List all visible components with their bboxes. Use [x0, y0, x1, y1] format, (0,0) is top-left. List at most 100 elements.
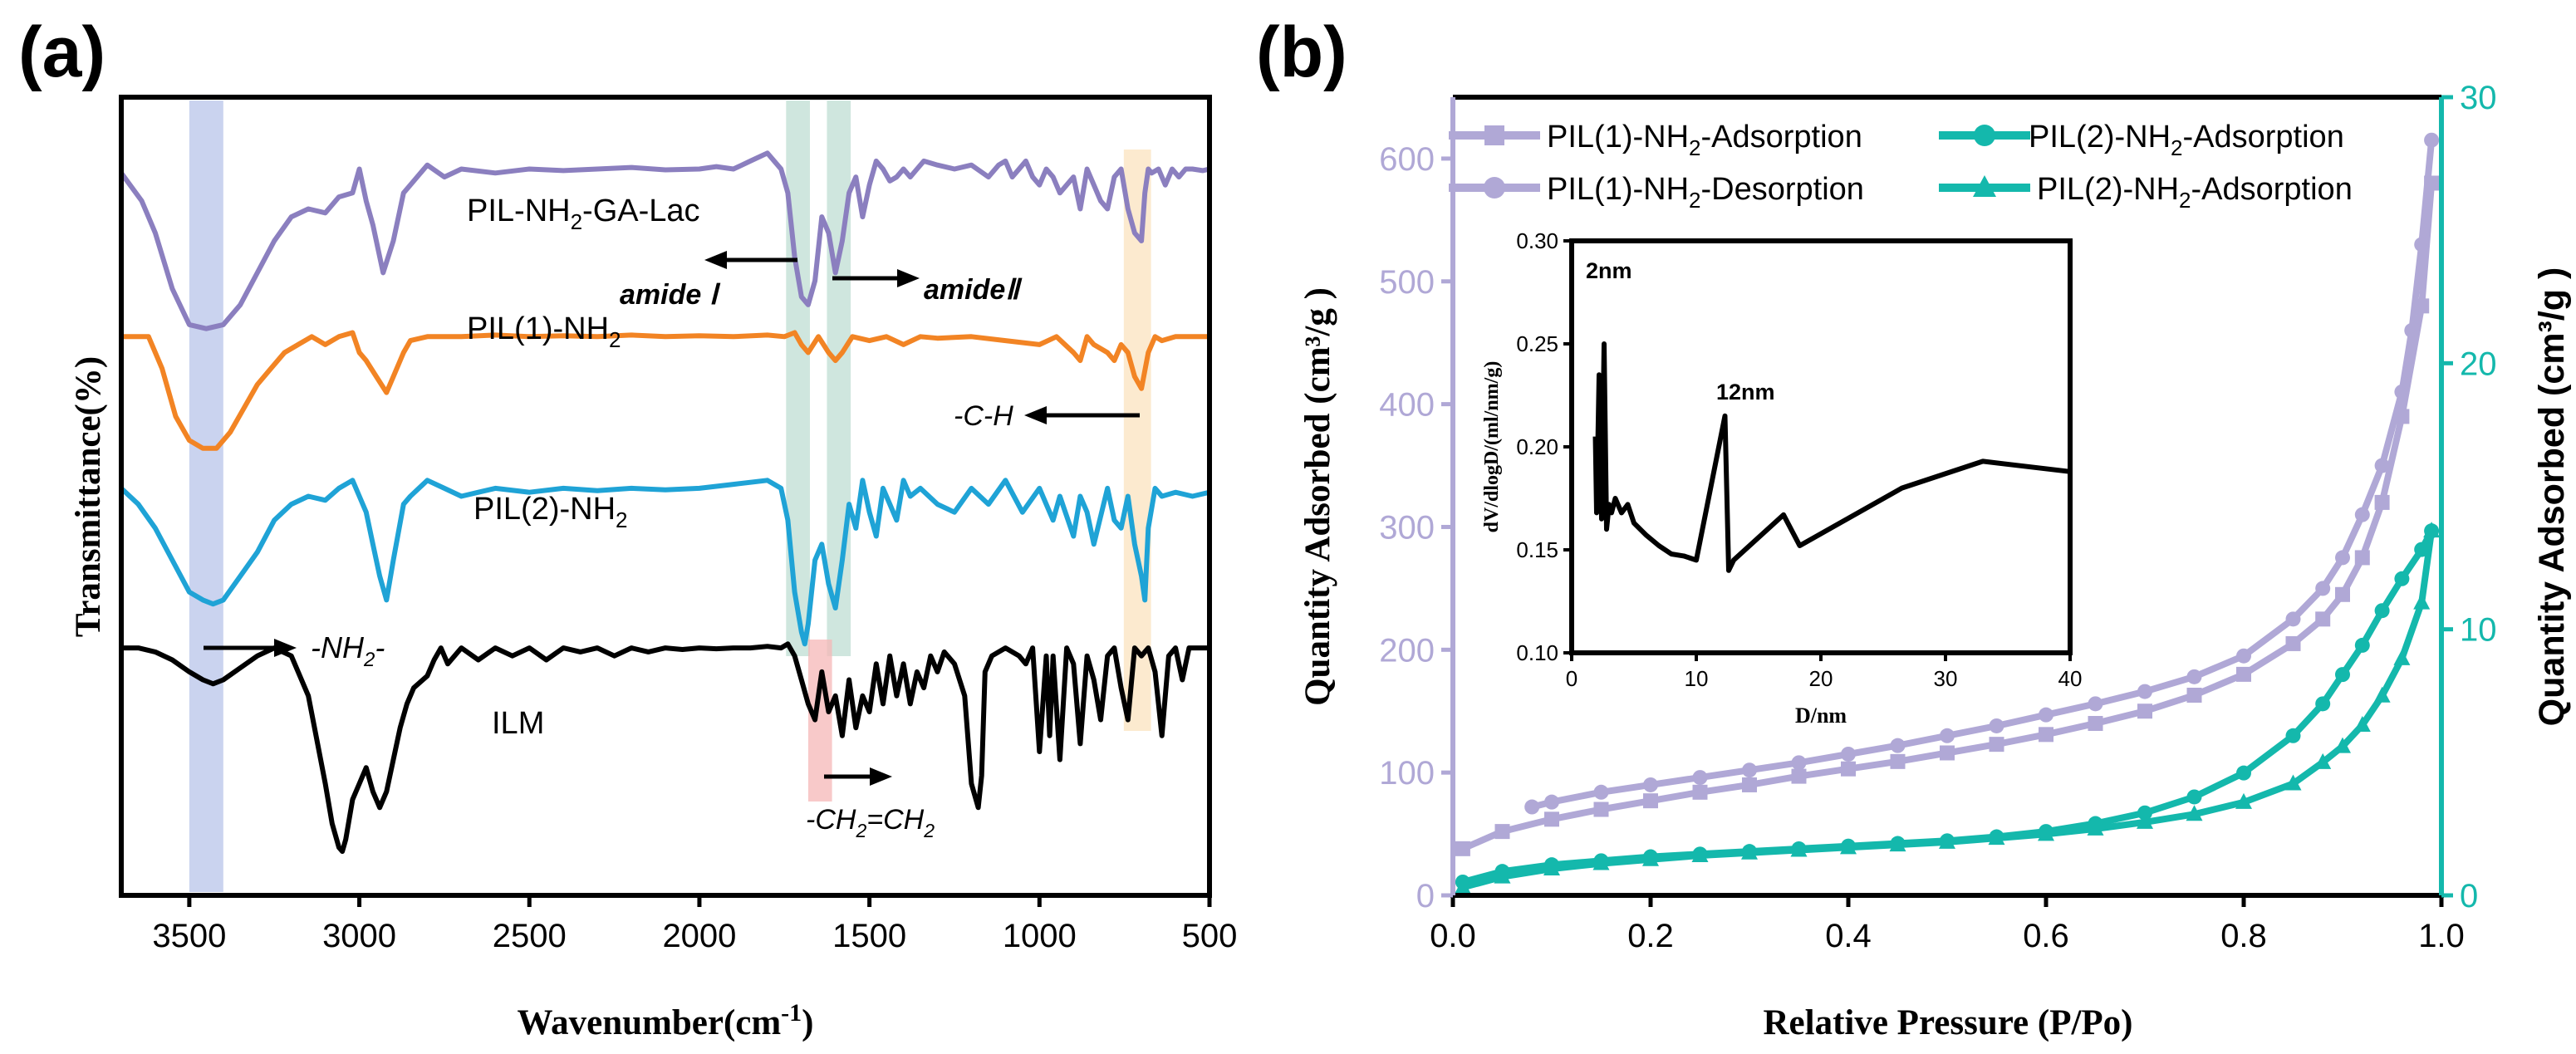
panel-a: (a) 3500 3000 2500 2000 1500 1000 500 Wavenumb… — [18, 12, 1237, 1042]
x-tick-label: 2000 — [662, 918, 736, 954]
data-point — [2414, 237, 2430, 252]
inset-x-tick-label: 30 — [1934, 666, 1958, 691]
data-point — [2315, 611, 2331, 627]
data-point — [2039, 707, 2053, 723]
data-point — [2335, 550, 2350, 566]
x-tick-label: 0.4 — [1825, 918, 1872, 954]
annotation-arrows — [204, 251, 1140, 786]
data-point — [1890, 738, 1906, 753]
x-tick-label: 3000 — [322, 918, 396, 954]
series-label-pil-ga-lac: PIL-NH2-GA-Lac — [467, 194, 700, 234]
inset-pore-curve — [1592, 341, 2071, 573]
y-tick-label-right: 0 — [2460, 878, 2478, 914]
data-point — [1889, 836, 1906, 852]
data-point — [1840, 838, 1857, 855]
amide2-arrowhead — [897, 269, 920, 287]
data-point — [2335, 667, 2350, 683]
inset-pore-distribution: 0 10 20 30 40 0.10 0.15 0.20 0.25 0.30 D/nm dV/dl… — [1481, 228, 2082, 728]
plot-a-frame — [119, 95, 1212, 898]
legend-label: PIL(2)-NH2-Adsorption — [2037, 172, 2353, 213]
x-tick-label: 2500 — [493, 918, 567, 954]
data-point — [2334, 737, 2351, 753]
data-point — [1691, 846, 1709, 862]
data-point — [2137, 805, 2152, 821]
legend-marker-circle — [1974, 125, 1995, 146]
data-point — [1544, 794, 1559, 810]
annotation-nh2: -NH2- — [311, 630, 385, 671]
inset-x-tick-label: 40 — [2058, 666, 2083, 691]
spectrum-ilm — [121, 641, 1209, 855]
ftir-spectra — [119, 150, 1210, 855]
y-tick-label-right: 20 — [2460, 346, 2497, 382]
x-axis-ticks-b: 0.0 0.2 0.4 0.6 0.8 1.0 — [1430, 895, 2465, 954]
data-point — [1494, 824, 1510, 840]
data-point — [1593, 802, 1609, 817]
data-point — [1592, 854, 1610, 870]
data-point — [1593, 784, 1609, 800]
legend-item-pil1-adsorption: PIL(1)-NH2-Adsorption — [1449, 120, 1862, 160]
spectrum-pil-nh2-ga-lac — [119, 150, 1210, 331]
data-point — [2236, 648, 2251, 664]
legend-label: PIL(1)-NH2-Desorption — [1547, 172, 1864, 213]
data-point — [2374, 603, 2390, 619]
data-point — [1692, 784, 1708, 800]
data-point — [2354, 550, 2370, 566]
data-point — [2354, 637, 2370, 653]
data-point — [1741, 843, 1758, 860]
legend-marker-triangle — [1973, 175, 1996, 197]
spectrum-pil-1-nh2 — [121, 330, 1209, 451]
absorption-band — [786, 100, 810, 656]
x-tick-label: 1000 — [1003, 918, 1077, 954]
x-tick-label: 0.6 — [2023, 918, 2069, 954]
data-point — [2137, 703, 2152, 719]
series-label-pil1-nh2: PIL(1)-NH2 — [467, 311, 621, 352]
x-axis-label-a: Wavenumber(cm-1) — [518, 999, 814, 1042]
absorption-band — [1123, 150, 1151, 731]
x-tick-label: 1.0 — [2418, 918, 2465, 954]
data-point — [2137, 684, 2152, 699]
left-y-ticks-b: 0 100 200 300 400 500 600 — [1379, 141, 1453, 914]
data-point — [1454, 878, 1471, 895]
data-point — [2284, 774, 2302, 791]
legend-marker-circle — [1484, 177, 1505, 199]
amide1-arrowhead — [704, 251, 727, 269]
inset-y-label: dV/dlogD/(ml/nm/g) — [1481, 361, 1503, 533]
data-point — [1642, 850, 1659, 866]
x-axis-label-b: Relative Pressure (P/Po) — [1764, 1003, 2133, 1042]
y-tick-label-left: 600 — [1379, 141, 1435, 178]
data-point — [2235, 792, 2252, 809]
data-point — [2039, 727, 2053, 743]
y-tick-label-left: 100 — [1379, 755, 1435, 792]
x-tick-label: 3500 — [152, 918, 226, 954]
data-point — [2186, 688, 2202, 703]
x-tick-label: 0.0 — [1430, 918, 1476, 954]
data-point — [1939, 832, 1955, 849]
data-point — [2354, 507, 2370, 522]
x-tick-label: 0.2 — [1627, 918, 1674, 954]
data-point — [1494, 867, 1511, 884]
data-point — [2394, 571, 2410, 586]
data-point — [1841, 761, 1856, 777]
data-point — [2374, 494, 2390, 510]
data-point — [2424, 132, 2440, 148]
data-point — [1940, 745, 1955, 761]
data-point — [2315, 581, 2331, 596]
y-axis-label-b-left: Quantity Adsorbed (cm³/g ) — [1298, 287, 1337, 706]
x-tick-label: 0.8 — [2220, 918, 2267, 954]
data-point — [2393, 649, 2411, 665]
data-point — [2314, 753, 2332, 769]
data-point — [2186, 669, 2202, 684]
data-point — [1791, 768, 1807, 784]
inset-y-tick-label: 0.10 — [1516, 640, 1558, 665]
annotation-ch2: -CH2=CH2 — [806, 804, 935, 841]
absorption-band — [189, 100, 223, 892]
data-point — [1989, 718, 2004, 733]
panel-b-label: (b) — [1256, 12, 1347, 92]
annotation-amide2: amideⅡ — [924, 274, 1023, 306]
data-point — [2423, 522, 2441, 538]
data-point — [2285, 728, 2301, 743]
legend-item-pil1-desorption: PIL(1)-NH2-Desorption — [1449, 172, 1864, 213]
data-point — [2404, 322, 2420, 338]
y-tick-label-left: 400 — [1379, 387, 1435, 424]
data-point — [1988, 829, 2005, 846]
